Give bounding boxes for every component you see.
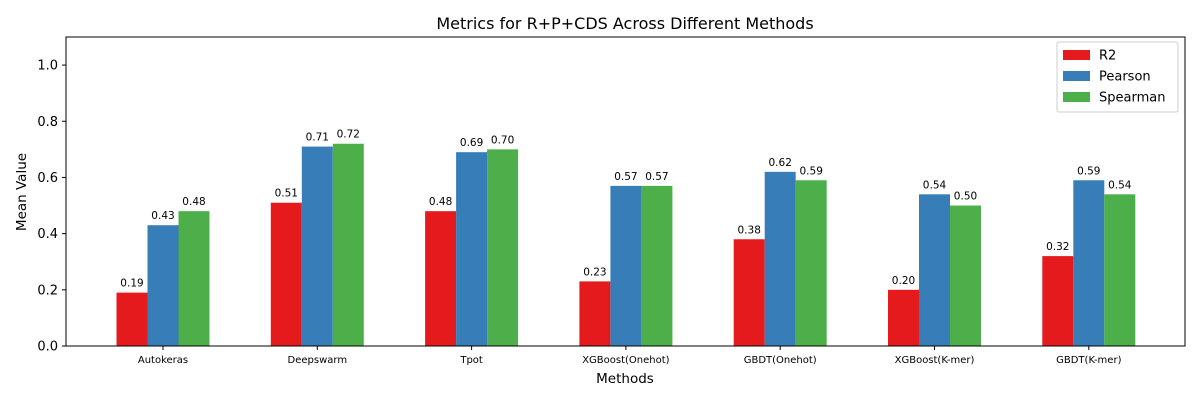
data-label: 0.48 xyxy=(182,196,205,208)
data-label: 0.59 xyxy=(800,165,823,177)
y-tick-label: 0.8 xyxy=(37,115,58,130)
data-label: 0.50 xyxy=(954,191,977,203)
data-label: 0.69 xyxy=(460,137,483,149)
bar-spearman-0 xyxy=(178,211,210,346)
bar-spearman-6 xyxy=(1104,194,1136,346)
bar-pearson-6 xyxy=(1073,180,1105,346)
bar-pearson-3 xyxy=(610,185,642,346)
legend-swatch-r2 xyxy=(1063,50,1090,60)
bar-spearman-3 xyxy=(641,185,673,346)
legend-label-pearson: Pearson xyxy=(1099,70,1151,85)
legend-swatch-pearson xyxy=(1063,71,1090,81)
chart-title: Metrics for R+P+CDS Across Different Met… xyxy=(436,14,813,33)
legend: R2 Pearson Spearman xyxy=(1056,41,1179,113)
legend-swatch-spearman xyxy=(1063,92,1090,102)
bar-pearson-0 xyxy=(147,225,179,346)
bar-r2-5 xyxy=(888,289,919,346)
y-tick-label: 0.0 xyxy=(37,340,58,355)
bar-r2-0 xyxy=(116,292,148,346)
bar-spearman-2 xyxy=(487,149,519,346)
data-label: 0.59 xyxy=(1077,165,1100,177)
bar-r2-3 xyxy=(579,281,611,346)
x-tick-label: GBDT(Onehot) xyxy=(744,355,817,366)
x-tick-label: Deepswarm xyxy=(288,355,348,366)
bar-r2-6 xyxy=(1042,256,1074,346)
data-label: 0.43 xyxy=(151,210,174,222)
bar-spearman-4 xyxy=(795,180,827,346)
y-tick-label: 0.4 xyxy=(37,227,58,242)
bar-r2-4 xyxy=(733,239,765,346)
y-tick-label: 0.2 xyxy=(37,283,58,298)
plot-area: 0.0 0.2 0.4 0.6 0.8 1.0 Autokeras 0.19 0.43 0.48 D… xyxy=(37,59,1136,366)
x-tick-label: Autokeras xyxy=(138,355,188,366)
data-label: 0.48 xyxy=(429,196,452,208)
data-label: 0.54 xyxy=(923,179,947,191)
x-tick-label: Tpot xyxy=(459,355,483,366)
data-label: 0.70 xyxy=(491,134,514,146)
bar-r2-1 xyxy=(270,202,302,346)
y-axis-title: Mean Value xyxy=(14,153,30,231)
data-label: 0.32 xyxy=(1046,241,1069,253)
x-tick-label: GBDT(K-mer) xyxy=(1056,355,1121,366)
legend-label-r2: R2 xyxy=(1099,49,1116,64)
legend-label-spearman: Spearman xyxy=(1099,91,1165,106)
data-label: 0.54 xyxy=(1108,179,1132,191)
bar-spearman-1 xyxy=(332,143,364,346)
plot-frame xyxy=(65,36,1186,347)
data-label: 0.57 xyxy=(645,171,668,183)
data-label: 0.71 xyxy=(306,132,329,144)
data-label: 0.38 xyxy=(738,224,761,236)
data-label: 0.51 xyxy=(275,188,298,200)
data-label: 0.72 xyxy=(337,129,360,141)
data-label: 0.19 xyxy=(120,278,143,290)
bar-r2-2 xyxy=(425,211,457,346)
bar-spearman-5 xyxy=(950,205,981,346)
x-tick-label: XGBoost(K-mer) xyxy=(895,355,975,366)
bar-pearson-2 xyxy=(456,152,488,346)
y-tick-label: 0.6 xyxy=(37,171,58,186)
bar-pearson-5 xyxy=(919,194,950,346)
y-tick-label: 1.0 xyxy=(37,59,58,74)
bar-pearson-1 xyxy=(301,146,333,346)
data-label: 0.20 xyxy=(892,275,915,287)
x-tick-label: XGBoost(Onehot) xyxy=(582,355,669,366)
data-label: 0.57 xyxy=(614,171,637,183)
x-axis-title: Methods xyxy=(596,371,654,387)
data-label: 0.62 xyxy=(769,157,792,169)
data-label: 0.23 xyxy=(583,266,606,278)
bar-pearson-4 xyxy=(764,171,796,346)
